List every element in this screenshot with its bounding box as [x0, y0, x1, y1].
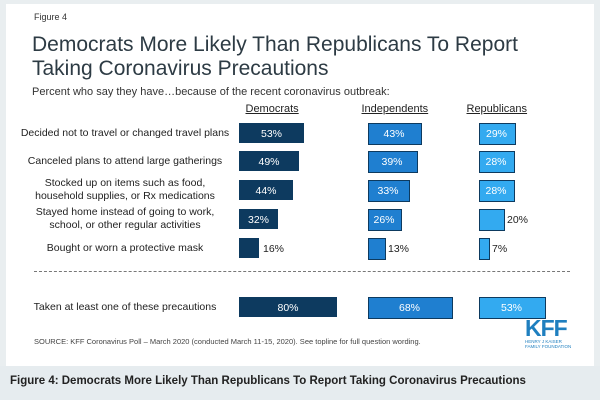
data-label-democrats: 49% — [258, 156, 280, 168]
row-label: Bought or worn a protective mask — [46, 241, 204, 254]
data-label-republicans: 28% — [485, 156, 507, 168]
row-label: Decided not to travel or changed travel … — [20, 126, 230, 139]
bar-independents — [368, 123, 422, 145]
bar-democrats — [239, 123, 304, 143]
bar-democrats — [239, 209, 278, 229]
column-header-democrats: Democrats — [245, 103, 299, 115]
data-label-republicans: 53% — [500, 302, 522, 314]
bar-republicans — [479, 151, 515, 173]
data-label-democrats: 53% — [260, 128, 282, 140]
bar-democrats — [239, 180, 293, 200]
bar-democrats — [239, 238, 259, 258]
caption-bar: Figure 4: Democrats More Likely Than Rep… — [0, 366, 600, 400]
column-header-independents: Independents — [361, 103, 429, 115]
logo-subtitle-line1: HENRY J KAISER — [525, 339, 562, 344]
figure-label: Figure 4 — [34, 12, 68, 22]
bar-republicans — [479, 180, 515, 202]
logo-text: KFF — [525, 315, 568, 341]
data-label-republicans: 28% — [485, 185, 507, 197]
data-label-democrats: 44% — [255, 185, 277, 197]
data-label-independents: 39% — [381, 156, 403, 168]
data-label-independents: 33% — [377, 185, 399, 197]
bar-republicans — [479, 238, 490, 260]
data-label-republicans: 29% — [485, 128, 507, 140]
bar-democrats — [239, 151, 299, 171]
bar-republicans — [479, 209, 505, 231]
bar-democrats — [239, 297, 337, 317]
data-label-independents: 68% — [398, 302, 420, 314]
bar-independents — [368, 297, 453, 319]
bar-independents — [368, 180, 410, 202]
chart-subtitle: Percent who say they have…because of the… — [32, 86, 390, 98]
data-label-independents: 26% — [373, 214, 395, 226]
chart-title: Democrats More Likely Than Republicans T… — [32, 33, 518, 80]
bar-republicans — [479, 123, 516, 145]
caption-text: Figure 4: Democrats More Likely Than Rep… — [10, 375, 526, 387]
divider — [34, 271, 570, 272]
bar-independents — [368, 238, 386, 260]
data-label-independents: 43% — [383, 128, 405, 140]
data-label-republicans: 7% — [492, 243, 508, 255]
row-label: Canceled plans to attend large gathering… — [27, 154, 223, 167]
data-label-independents: 13% — [388, 243, 410, 255]
bar-republicans — [479, 297, 546, 319]
logo-subtitle-line2: FAMILY FOUNDATION — [525, 344, 572, 349]
data-label-democrats: 16% — [263, 243, 285, 255]
kff-logo: KFF HENRY J KAISER FAMILY FOUNDATION — [525, 315, 575, 350]
row-label: Stocked up on items such as food, househ… — [35, 177, 215, 202]
data-label-democrats: 32% — [247, 214, 269, 226]
source-note: SOURCE: KFF Coronavirus Poll – March 202… — [34, 337, 421, 346]
row-label: Stayed home instead of going to work, sc… — [35, 206, 215, 231]
data-label-republicans: 20% — [507, 214, 529, 226]
row-label: Taken at least one of these precautions — [33, 300, 217, 313]
data-label-democrats: 80% — [277, 302, 299, 314]
bar-independents — [368, 151, 418, 173]
bar-independents — [368, 209, 402, 231]
column-header-republicans: Republicans — [466, 103, 528, 115]
